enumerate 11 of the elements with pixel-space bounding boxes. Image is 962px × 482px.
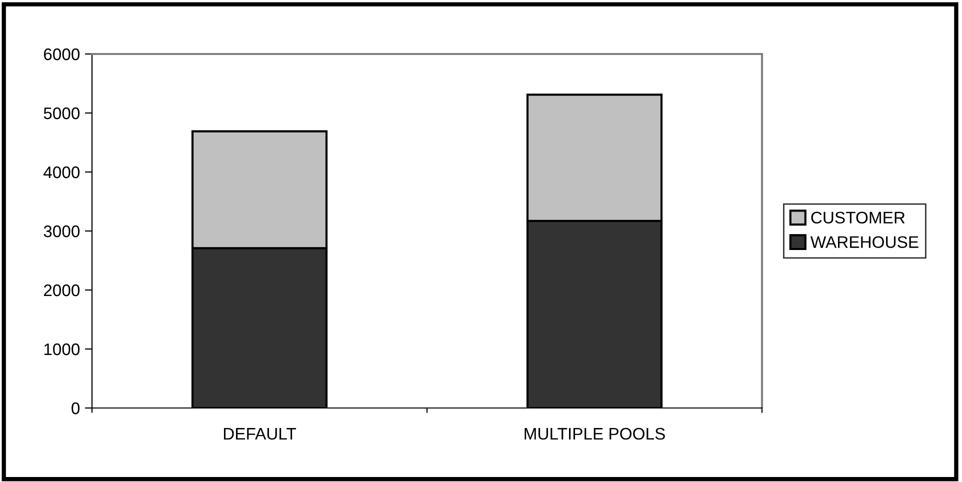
x-tick-label: MULTIPLE POOLS bbox=[524, 428, 665, 440]
y-tick-label: 4000 bbox=[44, 166, 80, 178]
x-tick-label: DEFAULT bbox=[224, 428, 296, 440]
y-tick-label: 2000 bbox=[44, 284, 80, 296]
y-tick-label: 5000 bbox=[44, 107, 80, 120]
y-tick-label: 6000 bbox=[44, 48, 80, 60]
y-tick-label: 1000 bbox=[44, 343, 80, 356]
y-tick-label: 0 bbox=[72, 402, 80, 414]
y-tick-label: 3000 bbox=[44, 225, 80, 238]
legend-label: CUSTOMER bbox=[811, 212, 905, 224]
legend-label: WAREHOUSE bbox=[810, 236, 918, 248]
